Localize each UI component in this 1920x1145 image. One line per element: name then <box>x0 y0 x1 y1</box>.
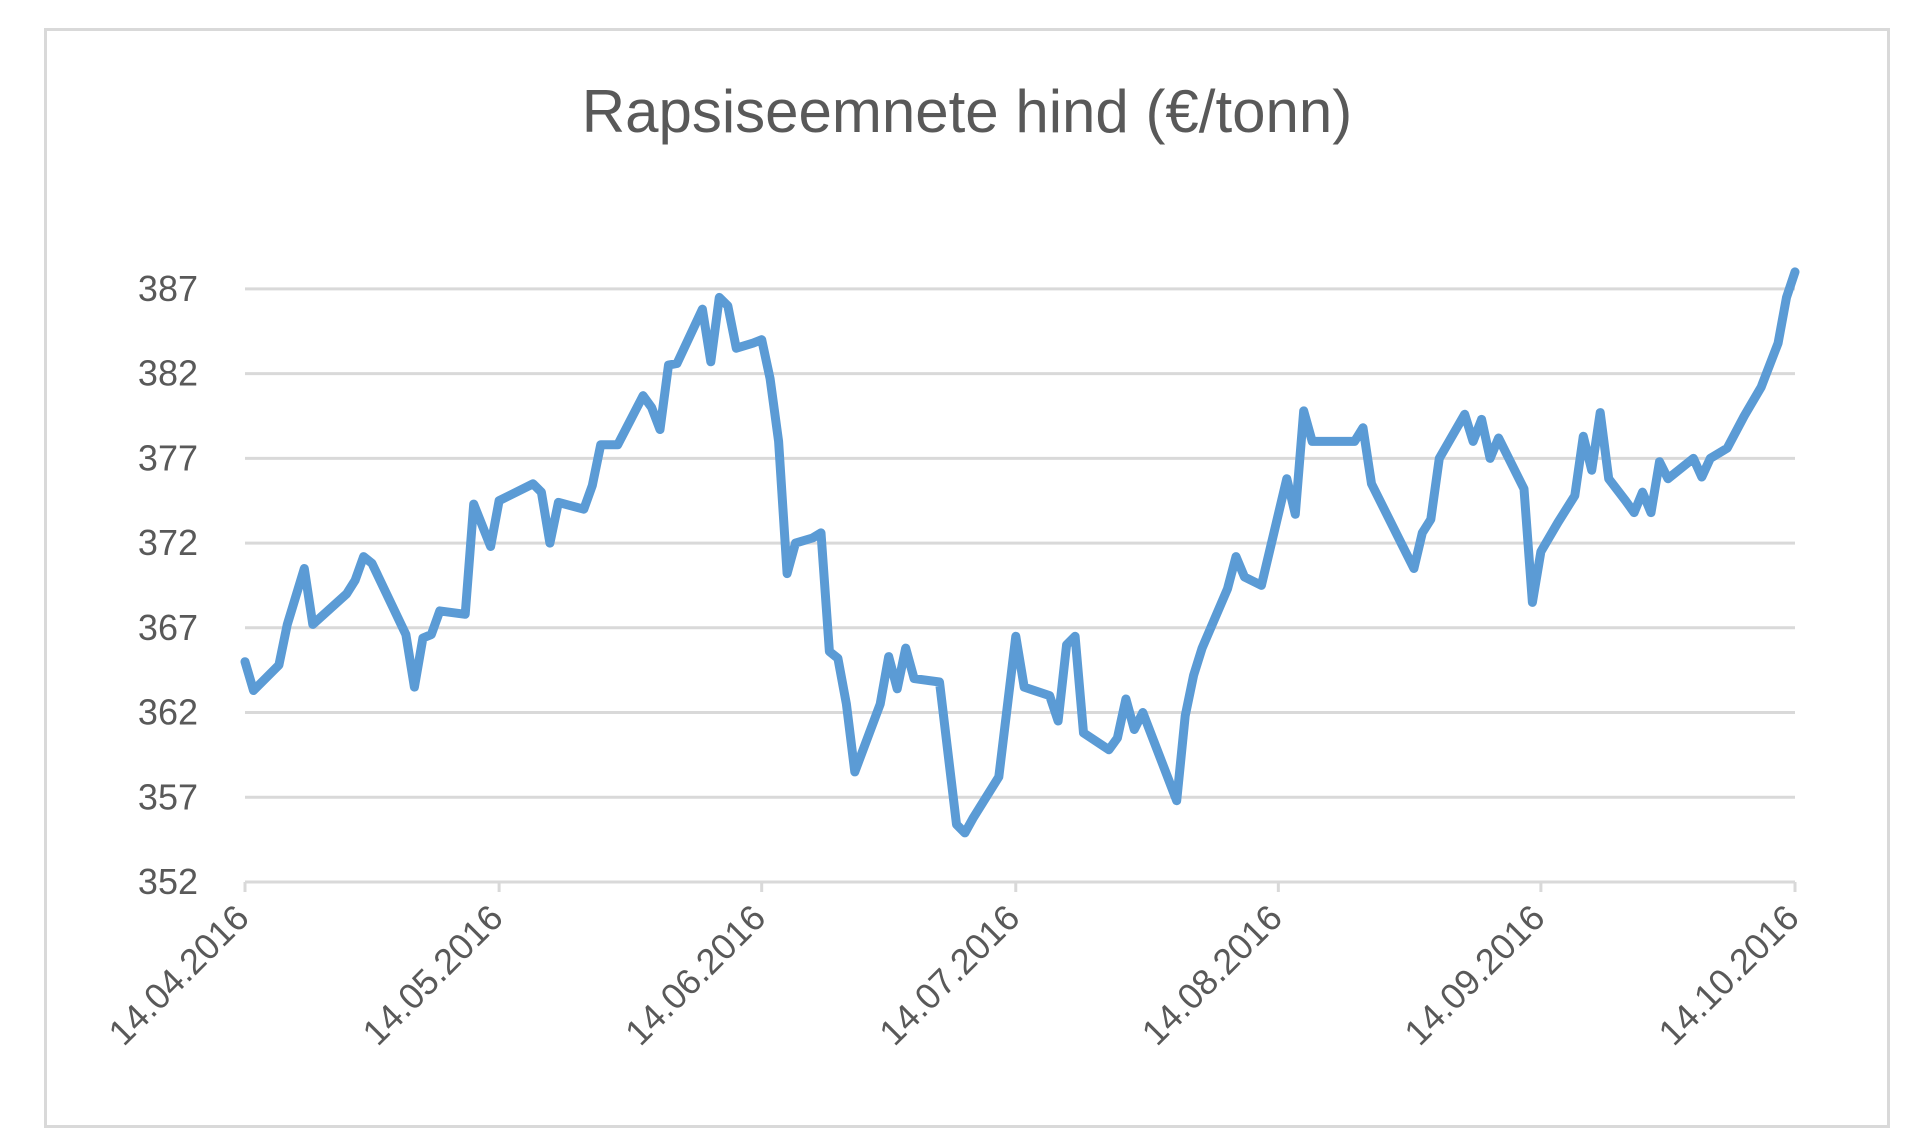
y-tick-label: 362 <box>138 692 198 733</box>
x-axis: 14.04.2016 14.05.2016 14.06.2016 14.07.2016… <box>100 880 1807 1053</box>
y-tick-label: 367 <box>138 607 198 648</box>
chart-title: Rapsiseemnete hind (€/tonn) <box>582 78 1352 145</box>
series-group <box>240 267 1800 838</box>
y-tick-label: 387 <box>138 268 198 309</box>
x-tick-label: 14.10.2016 <box>1650 897 1806 1053</box>
x-tick-label: 14.04.2016 <box>100 897 256 1053</box>
x-tick-label: 14.07.2016 <box>871 897 1027 1053</box>
x-tick-label: 14.08.2016 <box>1134 897 1290 1053</box>
y-axis: 352 357 362 367 372 377 382 387 <box>138 268 198 902</box>
series-line-0 <box>240 267 1800 838</box>
gridlines <box>245 287 1795 799</box>
y-tick-label: 372 <box>138 522 198 563</box>
y-tick-label: 352 <box>138 861 198 902</box>
y-tick-label: 382 <box>138 353 198 394</box>
x-tick-label: 14.05.2016 <box>354 897 510 1053</box>
y-tick-label: 357 <box>138 776 198 817</box>
y-tick-label: 377 <box>138 437 198 478</box>
x-tick-label: 14.06.2016 <box>617 897 773 1053</box>
x-tick-label: 14.09.2016 <box>1396 897 1552 1053</box>
